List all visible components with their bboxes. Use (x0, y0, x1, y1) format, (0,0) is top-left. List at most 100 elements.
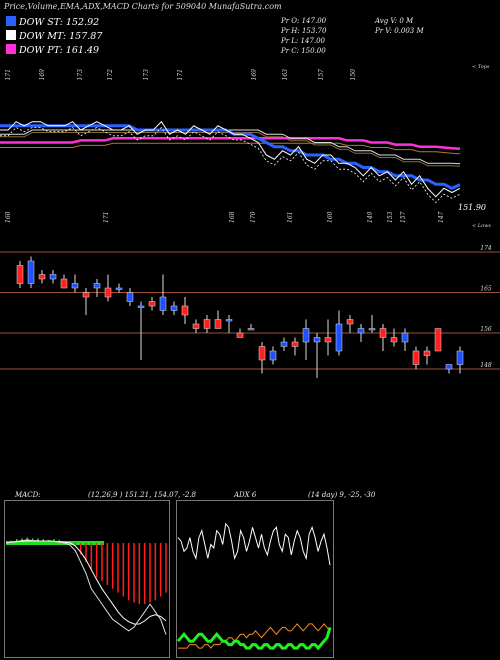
candle-body (412, 350, 420, 365)
candle-body (137, 305, 145, 308)
candle-body (148, 301, 156, 307)
candle-body (324, 337, 332, 343)
candle-body (115, 287, 123, 290)
adx-chart (176, 500, 334, 658)
candle-body (225, 319, 233, 322)
candle-body (313, 337, 321, 343)
top-label: 163 (282, 69, 289, 81)
candle-body (49, 274, 57, 280)
candle-body (60, 278, 68, 289)
low-label: 160 (327, 211, 334, 223)
low-label: 147 (438, 211, 445, 223)
stat-low: Pr L: 147.00 (281, 37, 326, 45)
low-label: 160 (5, 211, 12, 223)
candle-body (170, 305, 178, 311)
candle-body (269, 350, 277, 361)
close-price-line (0, 120, 461, 198)
macd-frame (4, 500, 170, 658)
macd-line (5, 539, 167, 635)
top-label: 150 (350, 69, 357, 81)
candle-body (159, 296, 167, 311)
legend-dow-st: DOW ST: 152.92 (6, 16, 99, 28)
low-label: 171 (103, 212, 110, 223)
candle-body (192, 323, 200, 329)
macd-chart (4, 500, 170, 658)
candle-body (71, 283, 79, 289)
adx-values: (14 day) 9, -25, -30 (308, 491, 376, 499)
candle-body (258, 346, 266, 361)
stat-open: Pr O: 147.00 (281, 17, 327, 25)
lows-label: < Lows (472, 223, 491, 229)
chart-title: Price,Volume,EMA,ADX,MACD Charts for 509… (4, 2, 282, 11)
candle-body (423, 350, 431, 356)
top-label: 171 (5, 69, 12, 80)
candle-chart: 174 165 156 148 (0, 245, 500, 378)
stat-close: Pr C: 150.00 (281, 47, 326, 55)
dashed-trend-line (0, 126, 461, 204)
candle-body (390, 337, 398, 343)
candle-body (368, 328, 376, 331)
candle-body (445, 364, 453, 370)
top-label: 173 (143, 69, 150, 81)
macd-values: (12,26,9 ) 151.21, 154.07, -2.8 (88, 491, 197, 499)
candle-body (335, 323, 343, 352)
low-label: 170 (250, 211, 257, 223)
candle-body (236, 332, 244, 338)
low-label: 157 (400, 211, 407, 223)
candle-body (38, 274, 46, 280)
ema-band-line (0, 142, 461, 155)
candle-body (247, 328, 255, 331)
top-label: 169 (251, 69, 258, 81)
candle-body (291, 341, 299, 347)
level-label: 165 (480, 286, 492, 293)
low-label: 149 (367, 211, 374, 223)
candle-body (357, 328, 365, 334)
candle-body (16, 265, 24, 284)
candle-body (346, 319, 354, 325)
legend-swatch-white (6, 30, 16, 40)
top-label: 173 (77, 69, 84, 81)
adx-line (177, 522, 331, 566)
top-label: 157 (318, 69, 325, 81)
legend-dow-mt-label: DOW MT: 157.87 (19, 31, 103, 42)
legend-swatch-magenta (6, 44, 16, 54)
stat-volume: Pr V: 0.003 M (375, 27, 424, 35)
top-label: 172 (107, 69, 114, 81)
price-ema-chart: 171 169 173 172 173 171 169 163 157 150 160 171 168… (0, 64, 491, 229)
candle-body (203, 319, 211, 329)
candle-body (280, 341, 288, 347)
stat-avg-volume: Avg V: 0 M (375, 17, 414, 25)
low-label: 168 (229, 211, 236, 223)
top-label: 171 (177, 69, 184, 80)
candle-body (434, 328, 442, 352)
top-label: 169 (39, 69, 46, 81)
macd-label: MACD: (15, 491, 41, 499)
adx-plus-di-line (176, 626, 332, 651)
candle-body (93, 283, 101, 289)
level-label: 174 (480, 245, 492, 252)
candle-body (214, 319, 222, 329)
legend-dow-pt-label: DOW PT: 161.49 (19, 45, 100, 56)
legend-dow-mt: DOW MT: 157.87 (6, 30, 102, 42)
candle-body (126, 292, 134, 302)
candle-body (379, 328, 387, 338)
low-label: 153 (387, 211, 394, 223)
candle-body (302, 328, 310, 343)
adx-label: ADX 6 (234, 491, 257, 499)
adx-minus-di-line (178, 623, 331, 649)
candle-body (82, 292, 90, 298)
level-label: 156 (480, 326, 492, 333)
last-price-label: 151.90 (458, 203, 486, 212)
stat-high: Pr H: 153.70 (281, 27, 327, 35)
candle-body (27, 260, 35, 284)
level-label: 148 (480, 362, 492, 369)
ema-mid-line (0, 129, 461, 165)
candle-body (181, 305, 189, 316)
legend-swatch-blue (6, 16, 16, 26)
low-label: 161 (287, 212, 294, 223)
candle-body (456, 350, 464, 365)
tops-label: < Tops (472, 64, 490, 70)
legend-dow-pt: DOW PT: 161.49 (6, 44, 99, 56)
candle-body (401, 332, 409, 343)
legend-dow-st-label: DOW ST: 152.92 (19, 17, 100, 28)
